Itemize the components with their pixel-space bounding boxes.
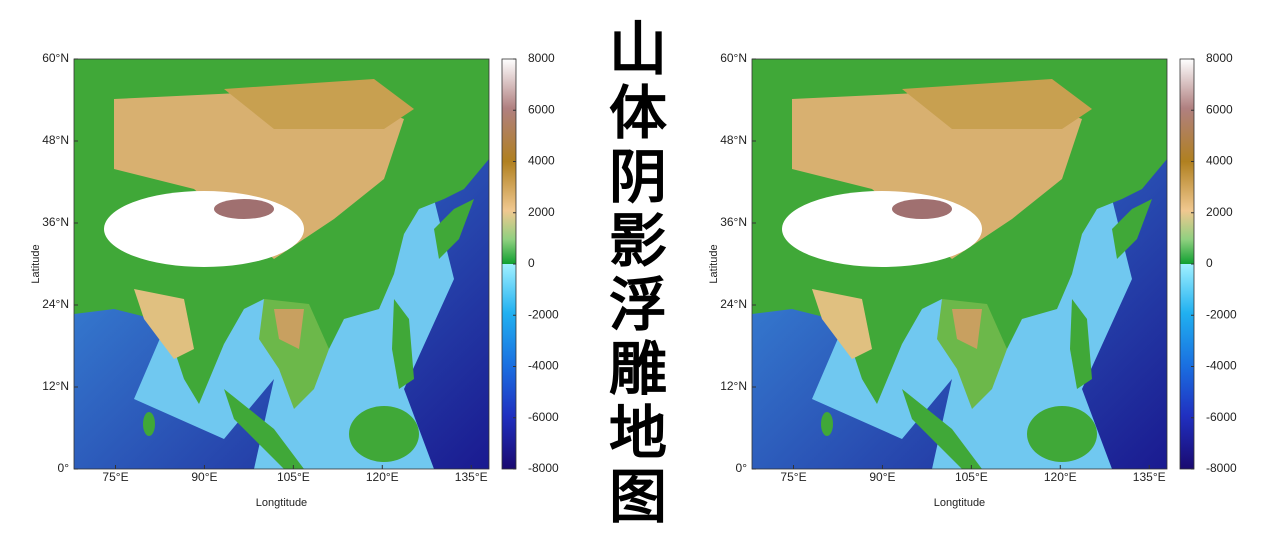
y-axis-label: Latitude	[30, 244, 42, 283]
colorbar-tick-label: -4000	[1206, 359, 1237, 373]
colorbar-tick-label: 8000	[1206, 51, 1233, 65]
colorbar-tick-label: -6000	[1206, 410, 1237, 424]
relief-map	[74, 59, 489, 469]
y-tick-label: 24°N	[42, 297, 69, 311]
x-axis-label: Longtitude	[256, 497, 307, 509]
colorbar-tick-label: 4000	[528, 154, 555, 168]
colorbar-tick-label: 0	[528, 256, 535, 270]
colorbar-tick-label: -6000	[528, 410, 559, 424]
colorbar-tick-label: -8000	[528, 461, 559, 475]
colorbar-tick-label: 2000	[528, 205, 555, 219]
axes-frame	[751, 58, 1168, 470]
x-tick-label: 105°E	[277, 470, 310, 484]
colorbar-tick-label: -4000	[528, 359, 559, 373]
colorbar-tick-label: 6000	[1206, 102, 1233, 116]
x-tick-label: 75°E	[780, 470, 806, 484]
y-axis-label: Latitude	[708, 244, 720, 283]
colorbar-tick-label: -2000	[528, 307, 559, 321]
relief-map	[752, 59, 1167, 469]
y-tick-label: 60°N	[720, 51, 747, 65]
colorbar-tick-label: 8000	[528, 51, 555, 65]
y-tick-label: 36°N	[42, 215, 69, 229]
colorbar-tick-label: -2000	[1206, 307, 1237, 321]
y-tick-label: 12°N	[720, 379, 747, 393]
colorbar-tick-label: 2000	[1206, 205, 1233, 219]
colorbar-tick-label: -8000	[1206, 461, 1237, 475]
y-tick-label: 48°N	[42, 133, 69, 147]
x-tick-label: 135°E	[455, 470, 488, 484]
x-tick-label: 120°E	[1044, 470, 1077, 484]
colorbar-tick-label: 6000	[528, 102, 555, 116]
title: 山体阴影浮雕地图	[599, 18, 667, 530]
y-tick-label: 48°N	[720, 133, 747, 147]
y-tick-label: 0°	[736, 461, 748, 475]
x-tick-label: 105°E	[955, 470, 988, 484]
y-tick-label: 24°N	[720, 297, 747, 311]
y-tick-label: 0°	[58, 461, 70, 475]
y-tick-label: 60°N	[42, 51, 69, 65]
x-tick-label: 90°E	[191, 470, 217, 484]
x-tick-label: 75°E	[102, 470, 128, 484]
x-tick-label: 120°E	[366, 470, 399, 484]
x-tick-label: 135°E	[1133, 470, 1166, 484]
colorbar-tick-label: 0	[1206, 256, 1213, 270]
x-axis-label: Longtitude	[934, 497, 985, 509]
axes-frame	[73, 58, 490, 470]
y-tick-label: 36°N	[720, 215, 747, 229]
x-tick-label: 90°E	[869, 470, 895, 484]
colorbar-tick-label: 4000	[1206, 154, 1233, 168]
y-tick-label: 12°N	[42, 379, 69, 393]
